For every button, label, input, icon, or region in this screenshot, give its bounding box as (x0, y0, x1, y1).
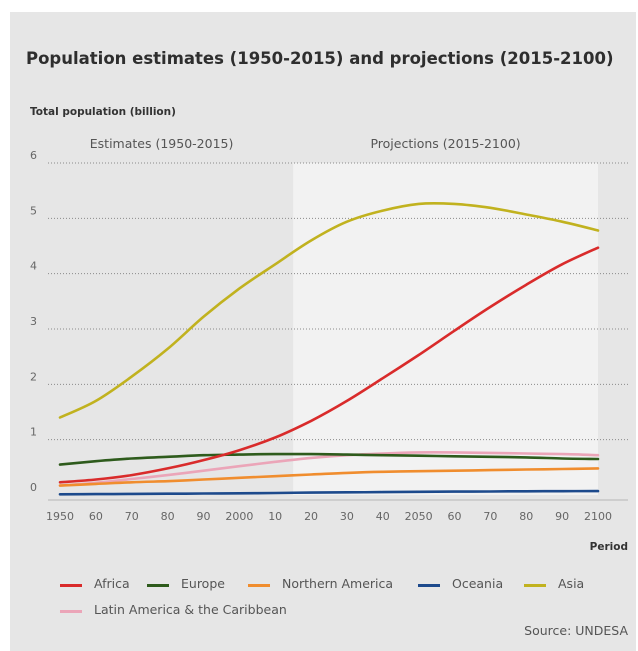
legend-label-asia: Asia (558, 576, 585, 591)
x-tick-label: 2000 (225, 510, 253, 523)
x-tick-label: 80 (161, 510, 175, 523)
legend-swatch-northern-america (248, 584, 270, 587)
x-tick-label: 10 (268, 510, 282, 523)
y-tick-label: 4 (30, 260, 37, 273)
y-axis-label: Total population (billion) (30, 106, 176, 118)
axis-ticks: 0 1 2 3 4 5 6 1950 60 70 80 90 2000 10 20 30 40 2050 60 70 8… (30, 149, 612, 523)
legend-label-latin-america-the-caribbean: Latin America & the Caribbean (94, 602, 287, 617)
series-line-europe (58, 452, 600, 466)
x-tick-label: 70 (125, 510, 139, 523)
region-label-0: Estimates (1950-2015) (90, 136, 234, 151)
x-tick-label: 20 (304, 510, 318, 523)
x-tick-label: 80 (519, 510, 533, 523)
legend-label-northern-america: Northern America (282, 576, 394, 591)
legend-swatch-oceania (418, 584, 440, 587)
legend-swatch-latin-america-the-caribbean (60, 610, 82, 613)
x-tick-label: 60 (448, 510, 462, 523)
y-tick-label: 2 (30, 370, 37, 383)
legend-label-oceania: Oceania (452, 576, 504, 591)
y-tick-label: 1 (30, 426, 37, 439)
x-tick-label: 90 (196, 510, 210, 523)
x-tick-label: 1950 (46, 510, 74, 523)
legend-label-europe: Europe (181, 576, 225, 591)
legend-swatch-africa (60, 584, 82, 587)
series-line-asia (58, 201, 600, 419)
x-tick-label: 60 (89, 510, 103, 523)
x-tick-label: 2050 (405, 510, 433, 523)
legend-label-africa: Africa (94, 576, 130, 591)
legend-swatch-asia (524, 584, 546, 587)
y-tick-label: 0 (30, 481, 37, 494)
chart-title: Population estimates (1950-2015) and pro… (26, 49, 614, 68)
y-tick-label: 6 (30, 149, 37, 162)
x-tick-label: 30 (340, 510, 354, 523)
y-tick-label: 5 (30, 204, 37, 217)
region-labels: Estimates (1950-2015) Projections (2015-2… (90, 136, 521, 151)
y-tick-label: 3 (30, 315, 37, 328)
grid-lines (48, 162, 628, 501)
series-lines (58, 201, 600, 496)
series-line-northern-america (58, 467, 600, 487)
source-note: Source: UNDESA (524, 623, 628, 638)
series-line-latin-america-the-caribbean (58, 450, 600, 487)
x-tick-label: 2100 (584, 510, 612, 523)
x-axis-label: Period (589, 541, 628, 553)
legend-swatch-europe (147, 584, 169, 587)
series-line-africa (58, 246, 600, 484)
x-tick-label: 70 (483, 510, 497, 523)
region-label-1: Projections (2015-2100) (370, 136, 520, 151)
x-tick-label: 90 (555, 510, 569, 523)
x-tick-label: 40 (376, 510, 390, 523)
series-line-oceania (58, 489, 600, 496)
